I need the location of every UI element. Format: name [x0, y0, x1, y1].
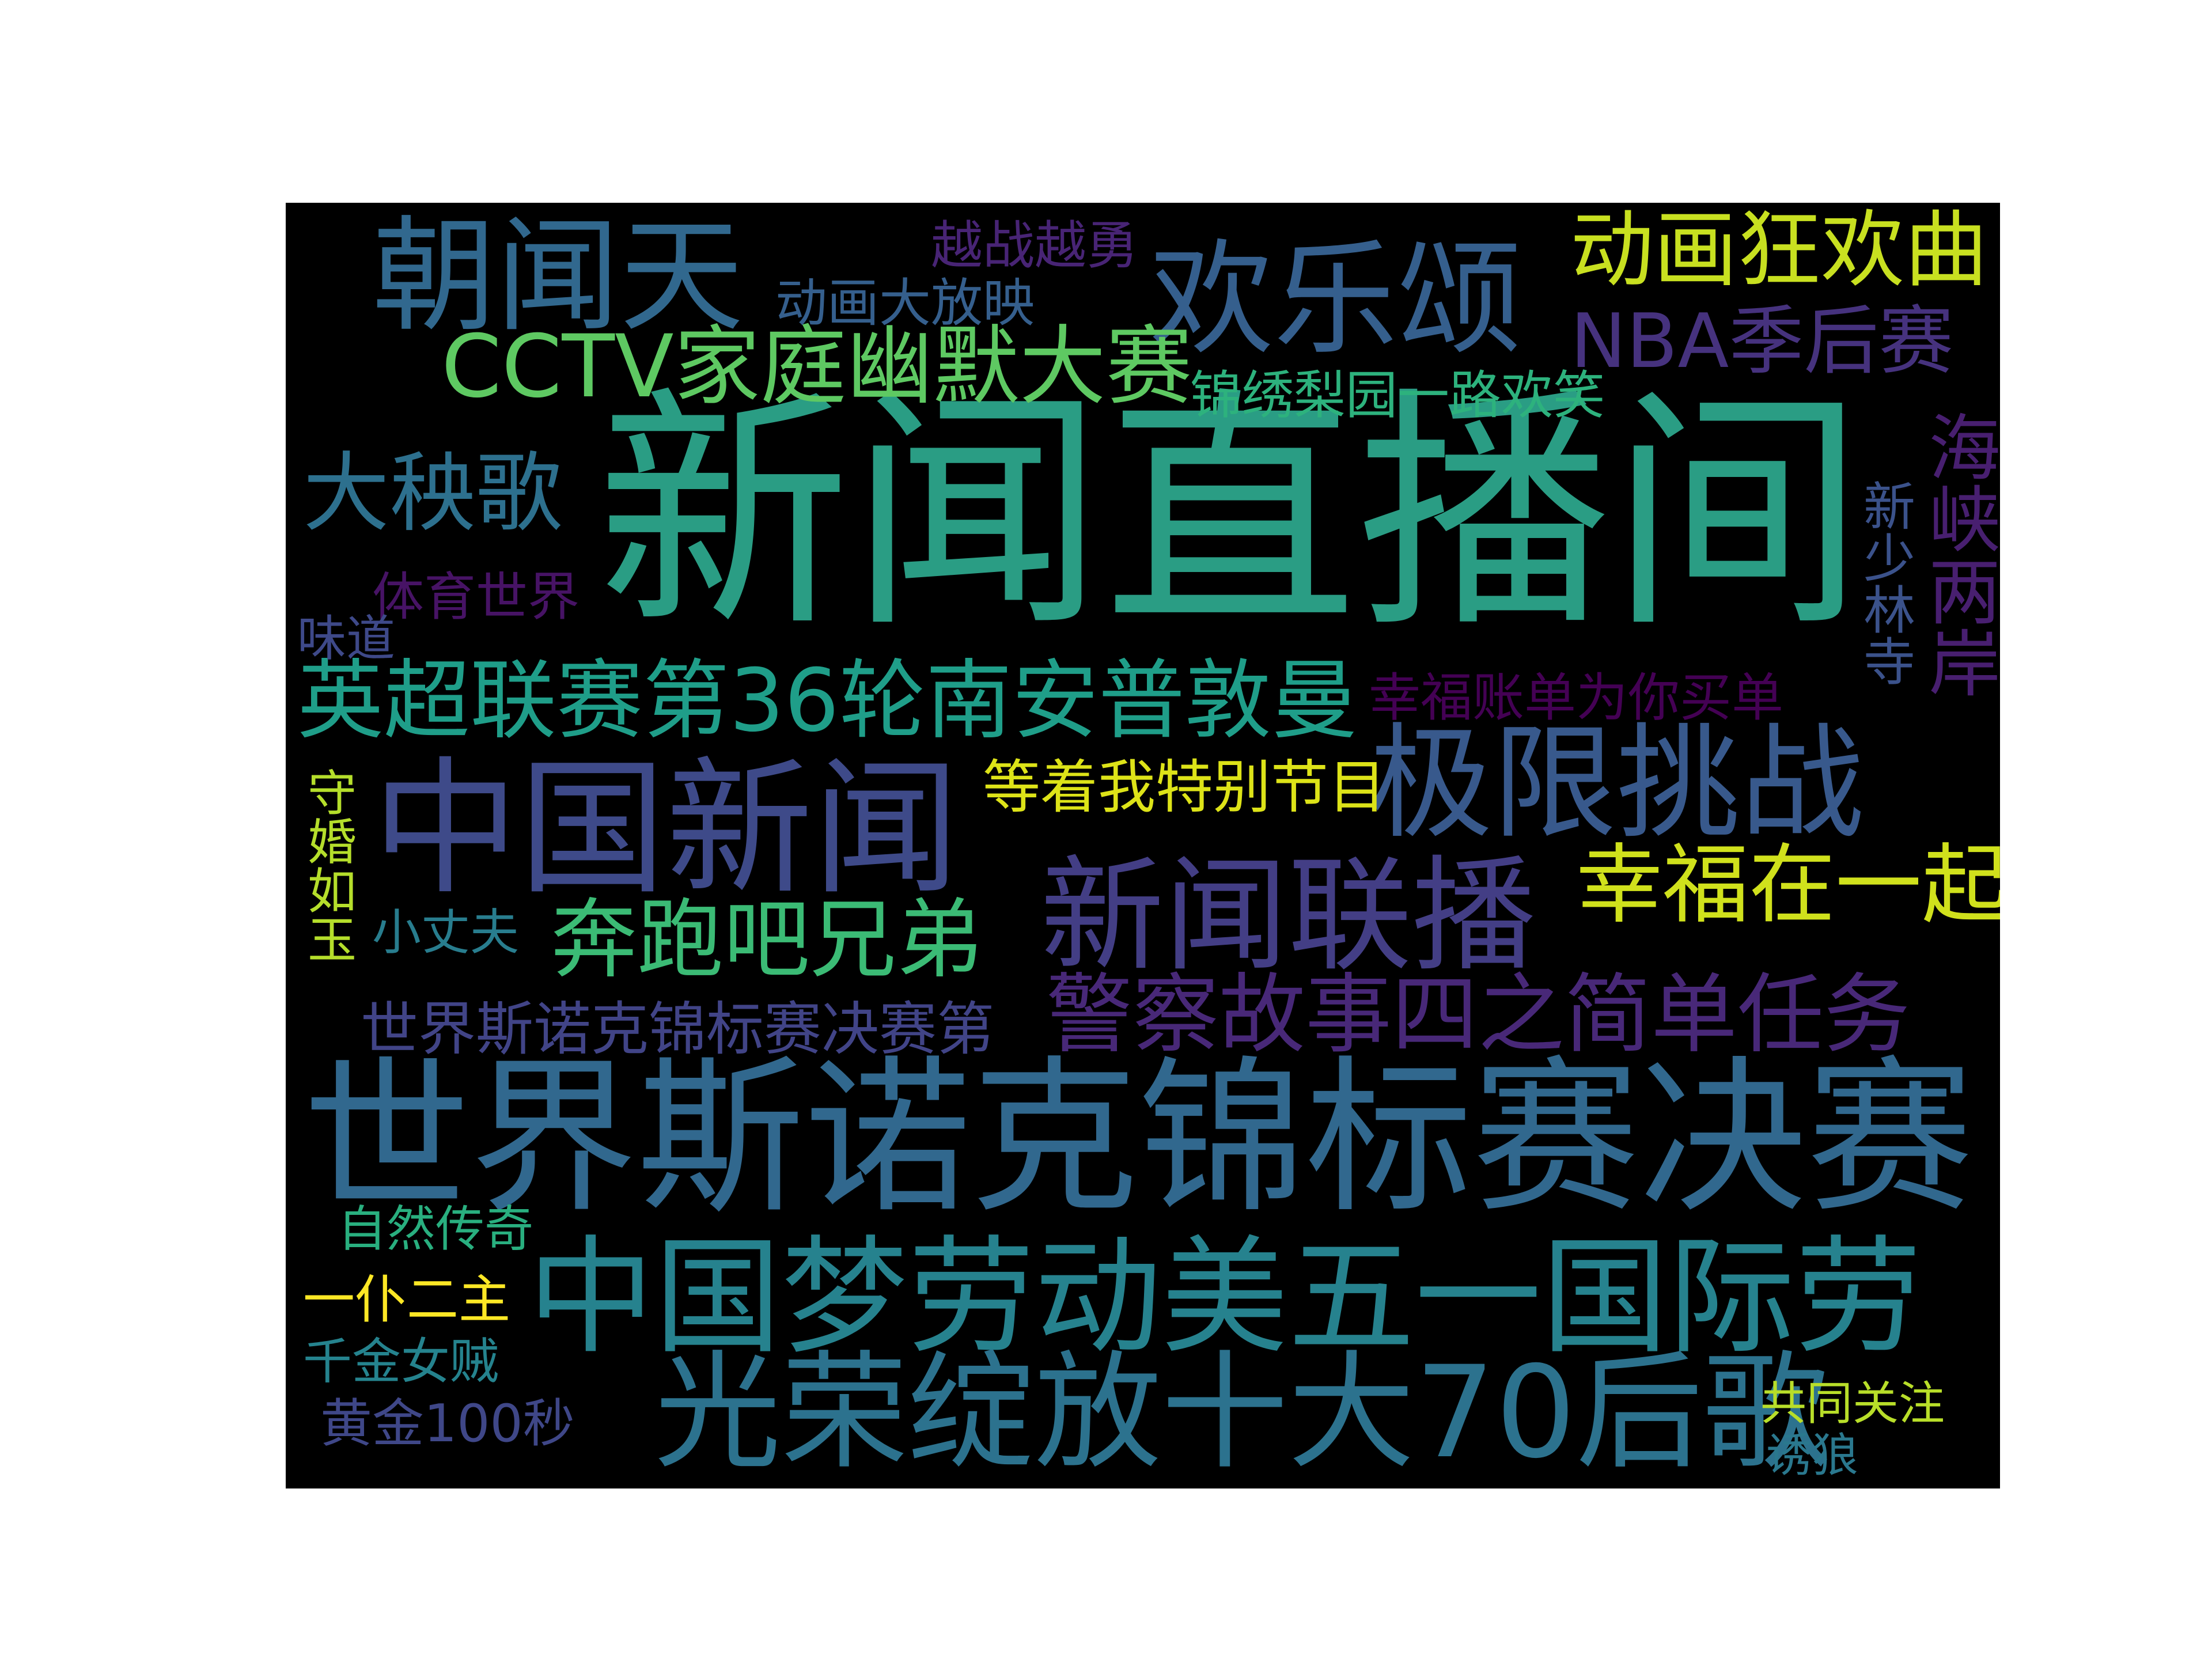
- word-zhongguo-xinwen: 中国新闻: [372, 744, 960, 915]
- word-dengzhewo: 等着我特别节目: [983, 753, 1386, 821]
- word-shijie-snooker-small: 世界斯诺克锦标赛决赛第: [361, 995, 994, 1063]
- word-haixia-liangan: 海峡两岸: [1916, 410, 1999, 698]
- word-shijie-snooker-juesai: 世界斯诺克锦标赛决赛: [303, 1041, 1974, 1236]
- word-cctv-youmo: CCTV家庭幽默大赛: [441, 317, 1192, 417]
- word-xinwen-zhibojian: 新闻直播间: [597, 366, 1864, 661]
- word-xingfu-zaiyiqi: 幸福在一起: [1576, 835, 2000, 935]
- word-ziran-chuanqi: 自然传奇: [338, 1201, 534, 1258]
- word-weidao: 味道: [297, 611, 396, 668]
- word-qianjin-nvzei: 千金女贼: [303, 1334, 499, 1391]
- word-xingfu-zhangdan: 幸福账单为你买单: [1369, 668, 1783, 728]
- word-jixian-tiaozhan: 极限挑战: [1369, 711, 1864, 855]
- word-donghua-dafangying: 动画大放映: [775, 273, 1035, 334]
- word-jinxiu-liyuan: 锦绣梨园一路欢笑: [1190, 365, 1605, 426]
- word-gongtong-guanzhu: 共同关注: [1760, 1377, 1945, 1430]
- word-yingchao: 英超联赛第36轮南安普敦曼: [297, 651, 1358, 751]
- word-xin-shaolinsi: 新少林寺: [1854, 479, 1915, 687]
- word-zhaowentian: 朝闻天: [372, 204, 744, 349]
- word-xiao-zhangfu: 小丈夫: [372, 904, 520, 961]
- word-xinwen-lianbo: 新闻联播: [1040, 843, 1536, 988]
- word-yipu-erzhu: 一仆二主: [303, 1270, 510, 1330]
- word-jingcha-gushi: 警察故事四之简单任务: [1046, 965, 1911, 1065]
- word-guangrong: 光荣绽放十大70后歌: [654, 1339, 1830, 1486]
- word-huanlesong: 欢乐颂: [1150, 227, 1521, 372]
- word-benpaoba: 奔跑吧兄弟: [551, 890, 983, 990]
- word-cloud-canvas: 新闻直播间 世界斯诺克锦标赛决赛 中国新闻 中国梦劳动美五一国际劳 光荣绽放十大…: [286, 203, 2000, 1488]
- word-youlang: 诱狼: [1766, 1429, 1858, 1482]
- word-zhongguomeng: 中国梦劳动美五一国际劳: [528, 1224, 1922, 1371]
- word-nba: NBA季后赛: [1570, 297, 1954, 385]
- word-tiyu-shijie: 体育世界: [372, 567, 579, 627]
- word-donghua-kuanghuanqu: 动画狂欢曲: [1570, 203, 1988, 299]
- word-shouhun-ruyu: 守婚如玉: [299, 767, 356, 963]
- word-huangjin-100miao: 黄金100秒: [320, 1393, 575, 1454]
- word-dayangge: 大秧歌: [303, 444, 563, 544]
- word-yuezhan-yueyong: 越战越勇: [931, 215, 1138, 276]
